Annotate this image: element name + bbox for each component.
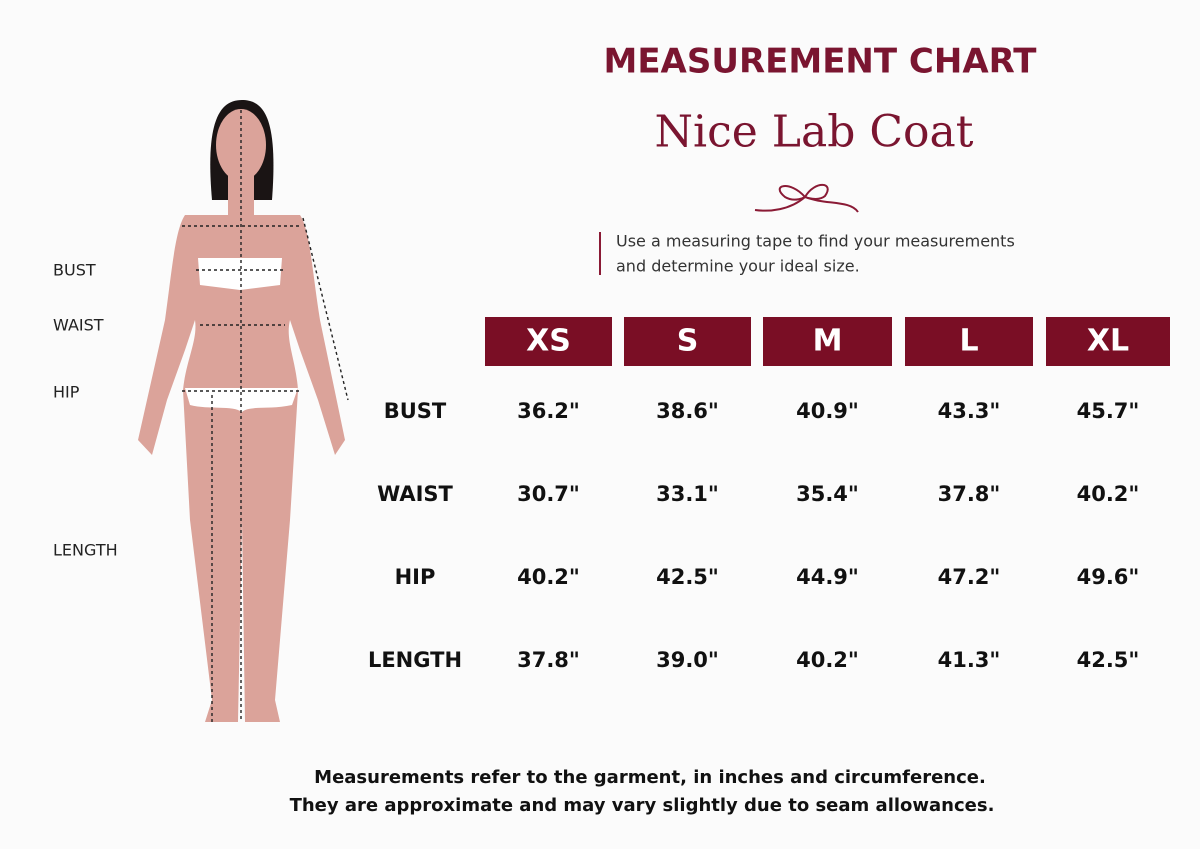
cell-value: 36.2" [517,399,580,423]
figure-label: HIP [53,383,80,402]
size-header-cell [905,317,1033,366]
cell-value: 47.2" [938,565,1001,589]
cell-value: 49.6" [1077,565,1140,589]
cell-value: 35.4" [796,482,859,506]
cell-value: 40.9" [796,399,859,423]
size-header: XL [1087,324,1129,359]
cell-value: 41.3" [938,648,1001,672]
row-label: HIP [395,565,436,589]
cell-value: 42.5" [1077,648,1140,672]
bow [754,183,859,213]
row-label: WAIST [377,482,453,506]
size-header: L [959,324,978,359]
title: MEASUREMENT CHART [604,42,1038,82]
cell-value: 33.1" [656,482,719,506]
cell-value: 37.8" [517,648,580,672]
size-header: XS [526,324,571,359]
cell-value: 30.7" [517,482,580,506]
footer-line: They are approximate and may vary slight… [290,795,995,816]
cell-value: 38.6" [656,399,719,423]
intro-line: Use a measuring tape to find your measur… [616,232,1015,251]
figure-label: LENGTH [53,541,118,560]
cell-value: 42.5" [656,565,719,589]
cell-value: 43.3" [938,399,1001,423]
body-figure [138,100,349,722]
size-header-cell [624,317,751,366]
footer-line: Measurements refer to the garment, in in… [314,767,986,788]
cell-value: 40.2" [1077,482,1140,506]
figure-label: BUST [53,261,96,280]
cell-value: 40.2" [517,565,580,589]
intro-line: and determine your ideal size. [616,257,860,276]
cell-value: 40.2" [796,648,859,672]
row-label: BUST [384,399,447,423]
subtitle: Nice Lab Coat [655,107,974,158]
cell-value: 45.7" [1077,399,1140,423]
size-header: S [677,324,699,359]
size-header: M [813,324,843,359]
cell-value: 39.0" [656,648,719,672]
cell-value: 44.9" [796,565,859,589]
row-label: LENGTH [368,648,462,672]
size-header-cell [485,317,612,366]
size-header-cell [1046,317,1170,366]
cell-value: 37.8" [938,482,1001,506]
figure-label: WAIST [53,316,104,335]
size-header-cell [763,317,892,366]
